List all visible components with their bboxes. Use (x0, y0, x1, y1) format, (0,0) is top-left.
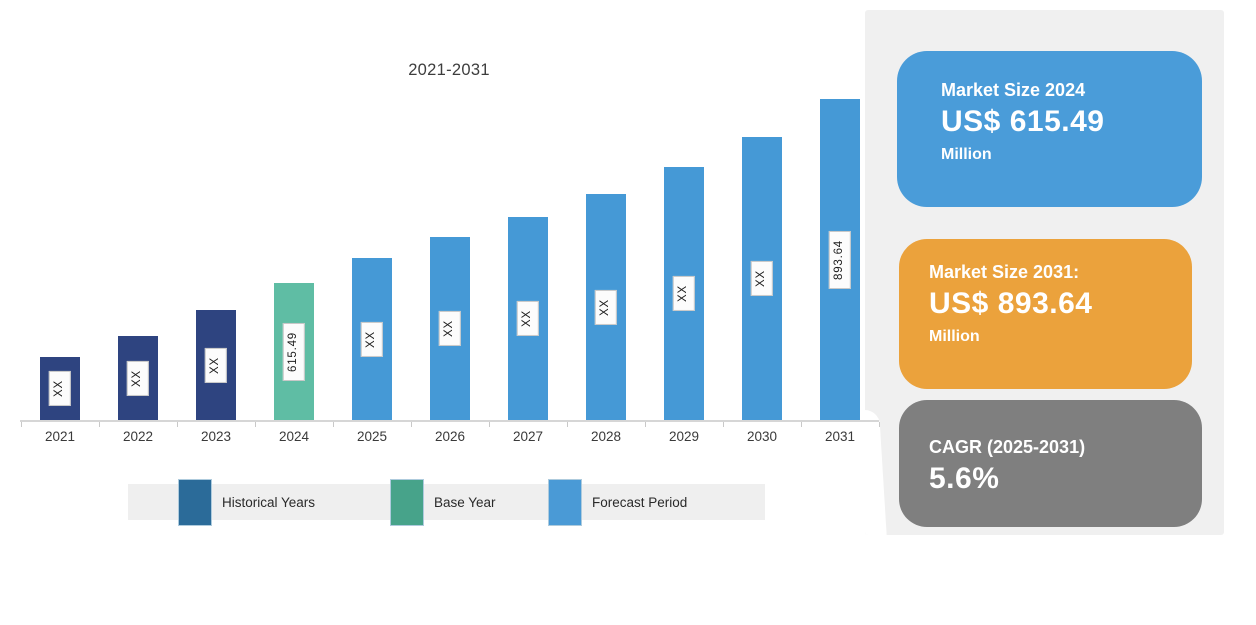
x-axis-label-2022: 2022 (122, 429, 154, 444)
x-axis-label-2021: 2021 (44, 429, 76, 444)
market-size-2024-card: Market Size 2024 US$ 615.49 Million (897, 51, 1202, 207)
legend-label: Historical Years (222, 495, 316, 510)
bar-value-label-2027: XX (517, 301, 539, 336)
axis-tick (879, 422, 880, 427)
bar-2025: XX (352, 258, 392, 420)
bar-2021: XX (40, 357, 80, 420)
bar-value-label-2021: XX (49, 371, 71, 406)
axis-tick (255, 422, 256, 427)
axis-tick (801, 422, 802, 427)
bar-value-label-2025: XX (361, 321, 383, 357)
axis-tick (99, 422, 100, 427)
x-axis-line (20, 420, 879, 422)
legend-label: Base Year (434, 495, 496, 510)
bar-value-label-2031: 893.64 (829, 230, 851, 289)
bar-2027: XX (508, 217, 548, 420)
bar-value-label-2024: 615.49 (283, 322, 305, 381)
x-axis-label-2030: 2030 (746, 429, 778, 444)
card-value: US$ 615.49 (941, 105, 1105, 138)
bar-2024: 615.49 (274, 283, 314, 420)
bar-2031: 893.64 (820, 99, 860, 420)
card-unit: Million (929, 328, 980, 345)
bar-2026: XX (430, 237, 470, 420)
axis-tick (177, 422, 178, 427)
axis-tick (723, 422, 724, 427)
legend-item-base-year: Base Year (390, 479, 496, 526)
bar-value-label-2026: XX (439, 311, 461, 346)
market-size-2031-card: Market Size 2031: US$ 893.64 Million (899, 239, 1192, 389)
bar-value-label-2022: XX (127, 360, 149, 396)
card-value: US$ 893.64 (929, 287, 1093, 320)
card-title: CAGR (2025-2031) (929, 437, 1086, 457)
axis-tick (489, 422, 490, 427)
axis-tick (333, 422, 334, 427)
card-title: Market Size 2031: (929, 262, 1080, 282)
legend-item-forecast-period: Forecast Period (548, 479, 687, 526)
legend-swatch (390, 479, 424, 526)
x-axis-label-2024: 2024 (278, 429, 310, 444)
x-axis-label-2026: 2026 (434, 429, 466, 444)
card-unit: Million (941, 146, 992, 163)
axis-tick (21, 422, 22, 427)
cagr-card: CAGR (2025-2031) 5.6% (899, 400, 1202, 527)
legend-strip (128, 484, 765, 520)
card-value: 5.6% (929, 462, 1000, 495)
chart-title: 2021-2031 (408, 61, 490, 79)
bar-2023: XX (196, 310, 236, 420)
legend-swatch (178, 479, 212, 526)
bar-value-label-2028: XX (595, 289, 617, 325)
x-axis-label-2023: 2023 (200, 429, 232, 444)
x-axis-label-2025: 2025 (356, 429, 388, 444)
x-axis-label-2029: 2029 (668, 429, 700, 444)
legend-swatch (548, 479, 582, 526)
bar-2029: XX (664, 167, 704, 420)
bar-2030: XX (742, 137, 782, 420)
axis-tick (567, 422, 568, 427)
x-axis-label-2027: 2027 (512, 429, 544, 444)
axis-tick (411, 422, 412, 427)
legend-item-historical-years: Historical Years (178, 479, 315, 526)
bar-2028: XX (586, 194, 626, 420)
bar-2022: XX (118, 336, 158, 420)
info-panel: Market Size 2024 US$ 615.49 Million Mark… (865, 10, 1224, 535)
bar-value-label-2029: XX (673, 276, 695, 311)
x-axis-label-2031: 2031 (824, 429, 856, 444)
bar-value-label-2030: XX (751, 261, 773, 296)
legend-label: Forecast Period (592, 495, 688, 510)
axis-tick (645, 422, 646, 427)
card-title: Market Size 2024 (941, 80, 1086, 100)
bar-value-label-2023: XX (205, 347, 227, 383)
x-axis-label-2028: 2028 (590, 429, 622, 444)
